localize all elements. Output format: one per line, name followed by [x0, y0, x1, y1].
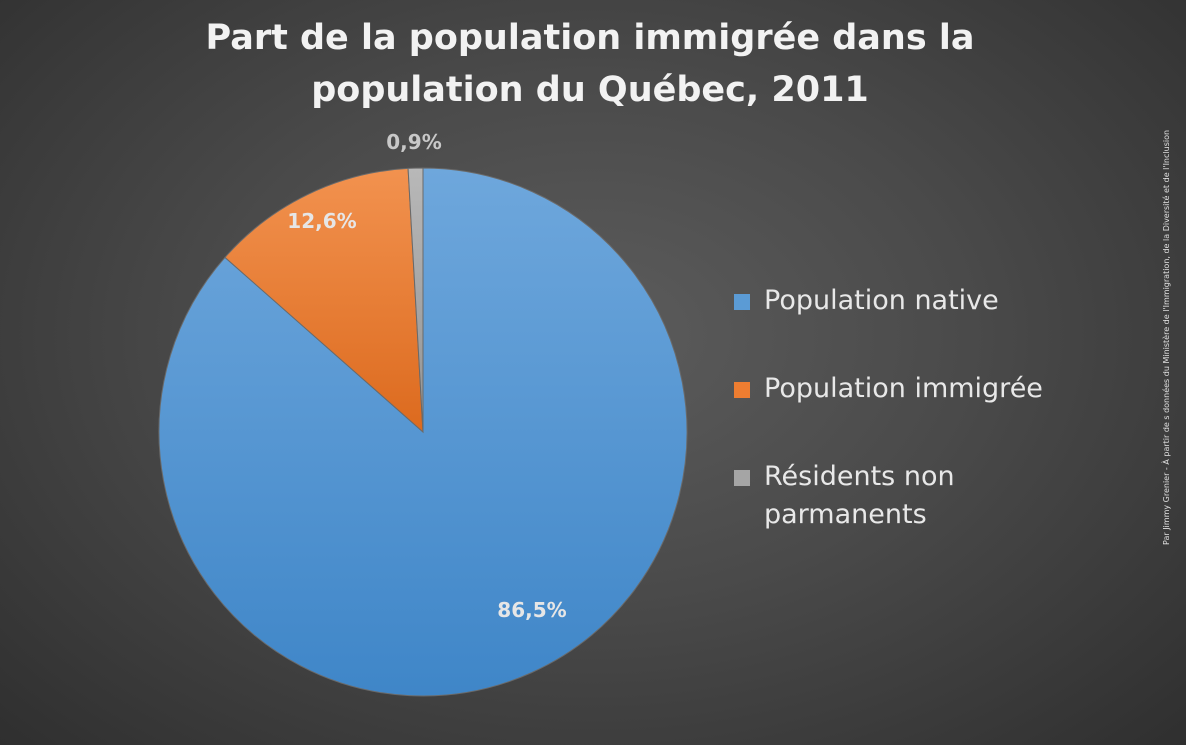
pie-slices	[158, 167, 688, 697]
legend-item-residents-non-permanents[interactable]: Résidents non parmanents	[734, 458, 1064, 534]
legend-label-line-1: Résidents non	[764, 461, 955, 492]
legend-label-line-2: parmanents	[764, 499, 927, 530]
pie-slice-2[interactable]	[224, 167, 424, 434]
legend-swatch	[734, 470, 750, 486]
legend-item-population-immigree[interactable]: Population immigrée	[734, 370, 1064, 408]
data-label-3: 0,9%	[386, 130, 441, 154]
pie-data-labels: 86,5% 12,6% 0,9%	[287, 130, 566, 622]
chart-title-line-2: population du Québec, 2011	[311, 70, 869, 110]
legend-item-population-native[interactable]: Population native	[734, 282, 1064, 320]
legend: Population native Population immigrée Ré…	[734, 282, 1064, 584]
legend-swatch	[734, 382, 750, 398]
legend-swatch	[734, 294, 750, 310]
chart-title: Part de la population immigrée dans la p…	[0, 12, 1180, 116]
data-label-2: 12,6%	[287, 209, 356, 233]
legend-label: Population immigrée	[764, 373, 1043, 404]
chart-title-line-1: Part de la population immigrée dans la	[205, 18, 975, 58]
pie-slice-3[interactable]	[407, 167, 424, 433]
data-label-1: 86,5%	[497, 598, 566, 622]
credit-text: Par Jimmy Grenier - À partir de s donnée…	[1162, 129, 1171, 545]
legend-label: Population native	[764, 285, 999, 316]
